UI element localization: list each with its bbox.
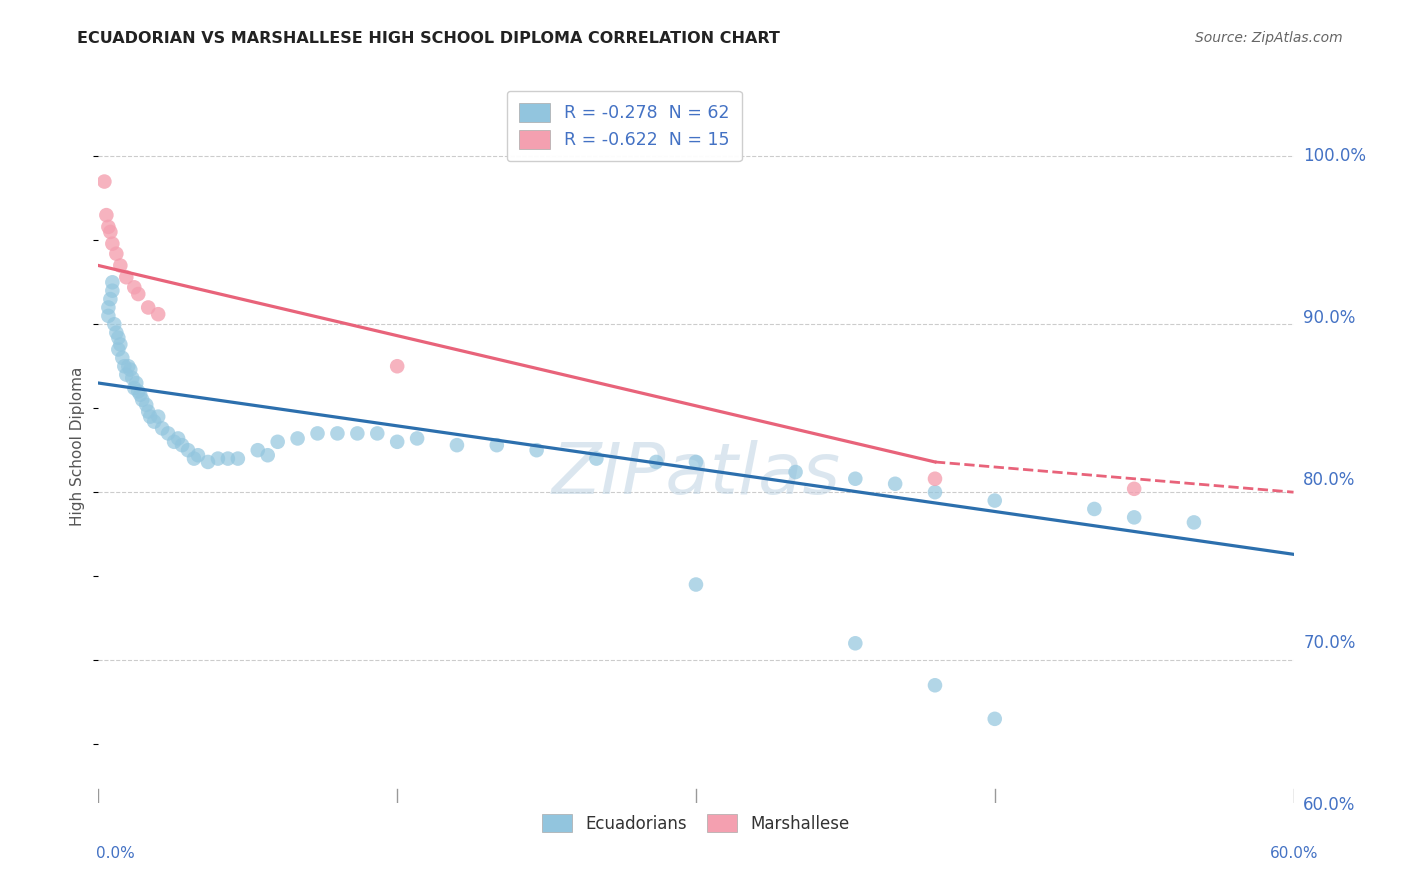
Y-axis label: High School Diploma: High School Diploma	[70, 367, 86, 525]
Point	[163, 434, 186, 449]
Point	[246, 443, 269, 458]
Point	[585, 451, 607, 466]
Point	[139, 409, 162, 424]
Point	[98, 292, 122, 306]
Point	[136, 301, 159, 315]
Point	[287, 432, 309, 446]
Point	[129, 388, 152, 402]
Point	[148, 307, 170, 321]
Point	[125, 376, 148, 390]
Point	[101, 284, 124, 298]
Point	[150, 421, 173, 435]
Point	[105, 246, 128, 260]
Point	[485, 438, 508, 452]
Point	[267, 434, 290, 449]
Text: Source: ZipAtlas.com: Source: ZipAtlas.com	[1195, 31, 1343, 45]
Point	[111, 351, 134, 365]
Point	[124, 280, 146, 294]
Point	[97, 309, 120, 323]
Point	[107, 331, 129, 345]
Point	[167, 432, 190, 446]
Text: 0.0%: 0.0%	[96, 846, 135, 861]
Point	[135, 398, 157, 412]
Point	[177, 443, 200, 458]
Point	[127, 287, 149, 301]
Point	[115, 270, 138, 285]
Point	[183, 451, 205, 466]
Point	[143, 415, 166, 429]
Point	[526, 443, 548, 458]
Point	[105, 326, 128, 340]
Point	[157, 426, 180, 441]
Point	[924, 485, 946, 500]
Point	[1083, 502, 1105, 516]
Point	[148, 409, 170, 424]
Point	[217, 451, 239, 466]
Point	[685, 455, 707, 469]
Point	[107, 343, 129, 357]
Point	[884, 476, 907, 491]
Point	[645, 455, 668, 469]
Point	[844, 636, 866, 650]
Point	[1182, 516, 1205, 530]
Point	[307, 426, 329, 441]
Point	[844, 472, 866, 486]
Point	[197, 455, 219, 469]
Point	[226, 451, 249, 466]
Point	[346, 426, 368, 441]
Point	[385, 434, 409, 449]
Point	[1123, 510, 1146, 524]
Point	[446, 438, 468, 452]
Point	[120, 362, 142, 376]
Point	[785, 465, 807, 479]
Point	[97, 219, 120, 234]
Point	[93, 175, 115, 189]
Point	[172, 438, 194, 452]
Point	[101, 275, 124, 289]
Point	[187, 448, 209, 462]
Text: 60.0%: 60.0%	[1271, 846, 1319, 861]
Point	[366, 426, 388, 441]
Point	[96, 208, 118, 222]
Point	[326, 426, 349, 441]
Point	[984, 493, 1007, 508]
Legend: Ecuadorians, Marshallese: Ecuadorians, Marshallese	[534, 805, 858, 841]
Point	[117, 359, 139, 374]
Point	[110, 259, 132, 273]
Point	[256, 448, 278, 462]
Point	[124, 381, 146, 395]
Point	[136, 404, 159, 418]
Point	[385, 359, 409, 374]
Text: ECUADORIAN VS MARSHALLESE HIGH SCHOOL DIPLOMA CORRELATION CHART: ECUADORIAN VS MARSHALLESE HIGH SCHOOL DI…	[77, 31, 780, 46]
Text: ZIPatlas: ZIPatlas	[551, 440, 841, 509]
Point	[406, 432, 429, 446]
Point	[110, 337, 132, 351]
Point	[984, 712, 1007, 726]
Point	[112, 359, 135, 374]
Point	[207, 451, 229, 466]
Point	[924, 472, 946, 486]
Point	[924, 678, 946, 692]
Point	[1123, 482, 1146, 496]
Point	[121, 371, 143, 385]
Point	[115, 368, 138, 382]
Point	[101, 236, 124, 251]
Point	[127, 384, 149, 399]
Point	[97, 301, 120, 315]
Point	[131, 392, 153, 407]
Point	[685, 577, 707, 591]
Point	[103, 318, 125, 332]
Point	[98, 225, 122, 239]
